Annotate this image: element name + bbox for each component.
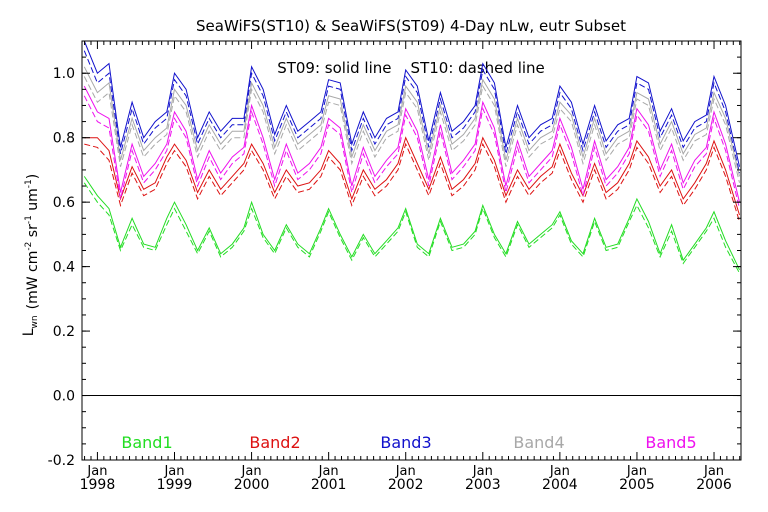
axis-layer: -0.20.00.20.40.60.81.0Jan1998Jan1999Jan2… [48, 40, 741, 493]
x-tick-month-label: Jan [395, 464, 416, 479]
series-band4-st09-solid [83, 66, 740, 177]
x-tick-year-label: 2003 [465, 477, 501, 493]
series-band4-st10-dashed [83, 76, 740, 183]
x-tick-month-label: Jan [472, 464, 493, 479]
series-layer [83, 40, 740, 274]
y-axis-label-units: (mW cm-2 sr-1 um-1) [24, 174, 41, 310]
legend: Band1 Band2 Band3 Band4 Band5 [121, 433, 696, 452]
legend-item-band2: Band2 [249, 433, 300, 452]
y-tick-label: -0.2 [48, 453, 75, 469]
series-band1-st09-solid [83, 176, 740, 271]
y-label-exponent: -1 [24, 215, 34, 224]
x-tick-month-label: Jan [86, 464, 107, 479]
series-band3-st10-dashed [83, 50, 740, 174]
legend-item-band3: Band3 [380, 433, 431, 452]
x-tick-year-label: 2002 [388, 477, 424, 493]
x-tick-month-label: Jan [626, 464, 647, 479]
x-tick-year-label: 2001 [311, 477, 347, 493]
x-tick-year-label: 2005 [619, 477, 655, 493]
x-tick-month-label: Jan [163, 464, 184, 479]
y-tick-label: 0.2 [53, 324, 75, 340]
chart-title: SeaWiFS(ST10) & SeaWiFS(ST09) 4-Day nLw,… [196, 17, 626, 35]
y-label-unit-text: ) [25, 174, 41, 179]
series-band3-st09-solid [83, 40, 740, 167]
legend-item-band1: Band1 [121, 433, 172, 452]
y-axis-label-main: L [21, 328, 37, 336]
x-tick-year-label: 1999 [157, 477, 193, 493]
series-band5-st09-solid [83, 85, 740, 203]
y-tick-label: 1.0 [53, 66, 75, 82]
x-tick-month-label: Jan [241, 464, 262, 479]
y-axis-label: Lwn(mW cm-2 sr-1 um-1) [21, 174, 41, 337]
x-tick-year-label: 2006 [696, 477, 732, 493]
y-tick-label: 0.4 [53, 260, 75, 276]
series-band2-st09-solid [84, 136, 740, 216]
line-style-annotation: ST09: solid line ST10: dashed line [277, 59, 545, 77]
y-label-exponent: -1 [24, 179, 34, 188]
x-tick-year-label: 2004 [542, 477, 578, 493]
y-label-unit-text: sr [25, 224, 41, 242]
legend-item-band4: Band4 [513, 433, 564, 452]
series-band2-st10-dashed [84, 142, 740, 222]
series-band5-st10-dashed [83, 95, 740, 209]
y-axis-label-sub: wn [30, 315, 40, 328]
y-tick-label: 0.0 [53, 389, 75, 405]
legend-item-band5: Band5 [645, 433, 696, 452]
x-tick-month-label: Jan [549, 464, 570, 479]
y-label-unit-text: um [25, 188, 41, 215]
x-tick-month-label: Jan [703, 464, 724, 479]
y-label-unit-text: (mW cm [25, 251, 41, 310]
y-tick-label: 0.8 [53, 131, 75, 147]
x-tick-year-label: 1998 [80, 477, 116, 493]
y-label-exponent: -2 [24, 242, 34, 251]
y-tick-label: 0.6 [53, 195, 75, 211]
x-tick-month-label: Jan [318, 464, 339, 479]
x-tick-year-label: 2000 [234, 477, 270, 493]
series-band1-st10-dashed [83, 182, 740, 274]
